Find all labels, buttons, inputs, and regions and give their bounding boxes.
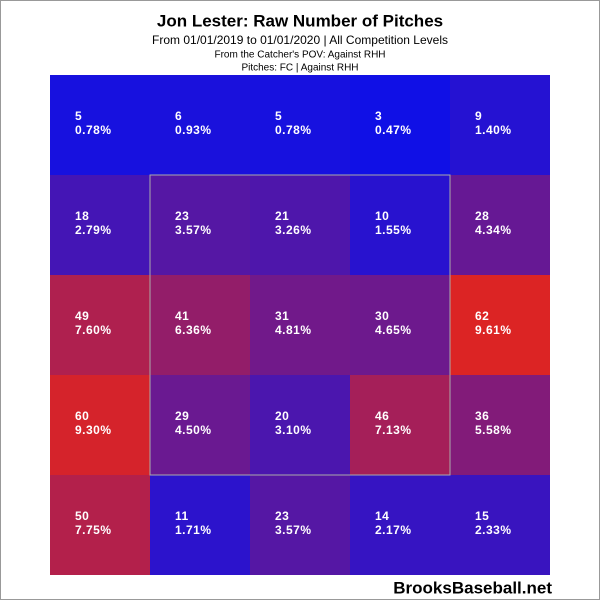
percent-label: 0.78% (75, 123, 112, 137)
percent-label: 0.93% (175, 123, 212, 137)
heat-cell (350, 75, 450, 175)
heat-cell (250, 75, 350, 175)
count-label: 11 (175, 509, 189, 523)
heat-cell (350, 475, 450, 575)
count-label: 50 (75, 509, 89, 523)
count-label: 49 (75, 309, 89, 323)
percent-label: 2.33% (475, 523, 512, 537)
percent-label: 5.58% (475, 423, 512, 437)
percent-label: 4.34% (475, 223, 512, 237)
percent-label: 4.81% (275, 323, 312, 337)
count-label: 41 (175, 309, 189, 323)
note: From the Catcher's POV: Against RHH (214, 50, 385, 61)
percent-label: 4.50% (175, 423, 212, 437)
percent-label: 3.57% (275, 523, 312, 537)
heat-cell (50, 275, 150, 375)
count-label: 29 (175, 409, 189, 423)
heat-cell (50, 175, 150, 275)
heat-cell (450, 75, 550, 175)
count-label: 36 (475, 409, 489, 423)
percent-label: 4.65% (375, 323, 412, 337)
count-label: 31 (275, 309, 289, 323)
heat-cell (150, 175, 250, 275)
percent-label: 9.61% (475, 323, 512, 337)
count-label: 10 (375, 209, 389, 223)
count-label: 23 (275, 509, 289, 523)
percent-label: 7.60% (75, 323, 112, 337)
heat-cell (250, 275, 350, 375)
heat-cell (150, 375, 250, 475)
percent-label: 7.75% (75, 523, 112, 537)
count-label: 3 (375, 109, 382, 123)
heat-cell (450, 475, 550, 575)
percent-label: 9.30% (75, 423, 112, 437)
count-label: 60 (75, 409, 89, 423)
watermark: BrooksBaseball.net (393, 578, 552, 597)
heat-cell (350, 175, 450, 275)
percent-label: 2.79% (75, 223, 112, 237)
heat-cell (250, 375, 350, 475)
heat-cell (150, 275, 250, 375)
heat-cell (450, 275, 550, 375)
heat-cell (50, 75, 150, 175)
percent-label: 1.40% (475, 123, 512, 137)
count-label: 28 (475, 209, 489, 223)
count-label: 5 (275, 109, 282, 123)
percent-label: 0.47% (375, 123, 412, 137)
count-label: 15 (475, 509, 489, 523)
heat-cell (350, 375, 450, 475)
percent-label: 7.13% (375, 423, 412, 437)
heat-cell (450, 175, 550, 275)
count-label: 9 (475, 109, 482, 123)
count-label: 46 (375, 409, 389, 423)
count-label: 6 (175, 109, 182, 123)
chart-subtitle: From 01/01/2019 to 01/01/2020 | All Comp… (152, 33, 448, 47)
strike-zone (149, 174, 451, 476)
percent-label: 3.57% (175, 223, 212, 237)
heat-cell (50, 475, 150, 575)
percent-label: 0.78% (275, 123, 312, 137)
heat-cell (250, 175, 350, 275)
percent-label: 6.36% (175, 323, 212, 337)
heat-cell (50, 375, 150, 475)
count-label: 20 (275, 409, 289, 423)
percent-label: 3.26% (275, 223, 312, 237)
heat-cell (150, 75, 250, 175)
count-label: 62 (475, 309, 489, 323)
count-label: 23 (175, 209, 189, 223)
percent-label: 1.71% (175, 523, 212, 537)
percent-label: 2.17% (375, 523, 412, 537)
heat-cell (150, 475, 250, 575)
count-label: 5 (75, 109, 82, 123)
count-label: 14 (375, 509, 389, 523)
count-label: 21 (275, 209, 289, 223)
count-label: 30 (375, 309, 389, 323)
note: Pitches: FC | Against RHH (241, 63, 358, 74)
heat-cell (450, 375, 550, 475)
count-label: 18 (75, 209, 89, 223)
percent-label: 1.55% (375, 223, 412, 237)
heat-cell (350, 275, 450, 375)
percent-label: 3.10% (275, 423, 312, 437)
chart-title: Jon Lester: Raw Number of Pitches (157, 11, 443, 30)
heat-cell (250, 475, 350, 575)
